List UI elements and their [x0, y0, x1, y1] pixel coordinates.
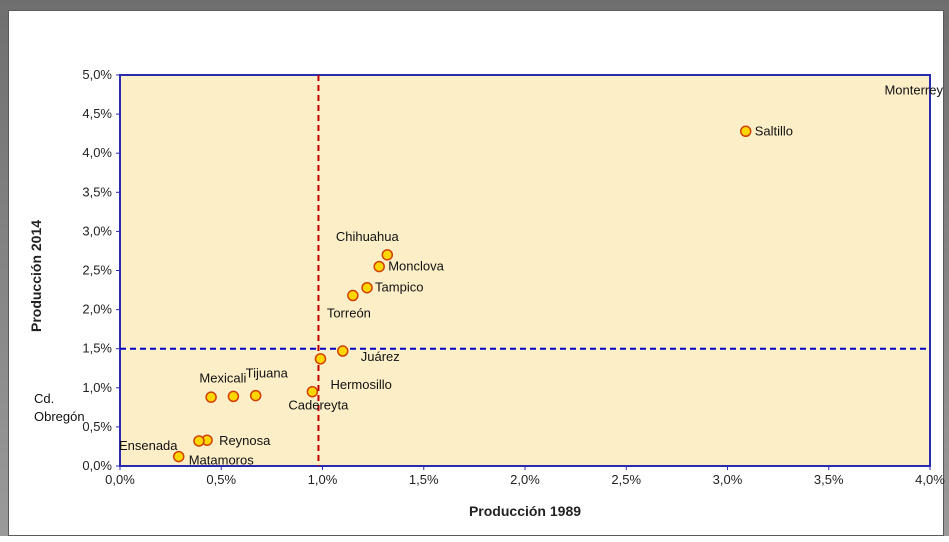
data-points	[172, 125, 752, 463]
y-tick-label: 4,0%	[82, 145, 112, 160]
plot-area	[119, 74, 931, 467]
scatter-point	[739, 125, 752, 138]
x-tick-label: 3,0%	[713, 472, 743, 487]
y-tick-label: 4,5%	[82, 106, 112, 121]
y-axis-label: Producción 2014	[28, 220, 44, 332]
x-tick-label: 0,0%	[105, 472, 135, 487]
scatter-chart: 0,0% 0,5% 1,0% 1,5% 2,0% 2,5% 3,0% 3,5% 4,0% 0,0…	[28, 67, 945, 519]
scatter-point	[227, 390, 240, 403]
x-tick-label: 1,5%	[409, 472, 439, 487]
y-tick-label: 3,0%	[82, 223, 112, 238]
point-label: Monterrey	[884, 83, 943, 98]
x-axis-ticks: 0,0% 0,5% 1,0% 1,5% 2,0% 2,5% 3,0% 3,5% 4,0%	[105, 466, 945, 487]
scatter-point	[373, 260, 385, 273]
x-tick-label: 0,5%	[206, 472, 236, 487]
y-axis-ticks: 0,0% 0,5% 1,0% 1,5% 2,0% 2,5% 3,0% 3,5% 4,0% 4,5%…	[82, 67, 120, 473]
x-tick-label: 3,5%	[814, 472, 844, 487]
scatter-point	[361, 281, 373, 294]
scatter-point	[306, 385, 319, 398]
x-tick-label: 2,5%	[611, 472, 641, 487]
point-label: Hermosillo	[330, 377, 391, 392]
point-label: Obregón	[34, 409, 85, 424]
point-label: Tampico	[375, 280, 423, 295]
y-tick-label: 2,5%	[82, 263, 112, 278]
y-tick-label: 1,5%	[82, 341, 112, 356]
point-label: Saltillo	[755, 123, 793, 138]
scatter-point	[381, 249, 394, 261]
scatter-point	[205, 391, 217, 403]
x-tick-label: 1,0%	[308, 472, 338, 487]
y-tick-label: 1,0%	[82, 380, 112, 395]
reference-lines	[120, 75, 930, 466]
point-label: Cd.	[34, 391, 54, 406]
point-label: Ensenada	[119, 438, 178, 453]
scatter-point	[347, 289, 359, 302]
x-axis-label: Producción 1989	[469, 503, 581, 519]
scatter-point	[314, 353, 327, 365]
point-label: Matamoros	[189, 453, 255, 468]
point-label: Monclova	[388, 259, 444, 274]
y-tick-label: 2,0%	[82, 302, 112, 317]
y-tick-label: 3,5%	[82, 184, 112, 199]
y-tick-label: 0,0%	[82, 458, 112, 473]
x-tick-label: 4,0%	[915, 472, 945, 487]
scatter-point	[193, 435, 205, 447]
point-label: Reynosa	[219, 433, 271, 448]
point-label: Torreón	[327, 306, 371, 321]
scatter-point	[172, 450, 185, 463]
y-tick-label: 5,0%	[82, 67, 112, 82]
point-label: Tijuana	[246, 366, 289, 381]
x-tick-label: 2,0%	[510, 472, 540, 487]
point-label: Chihuahua	[336, 229, 400, 244]
point-label: Juárez	[361, 349, 400, 364]
scatter-point	[337, 345, 349, 357]
scatter-point	[249, 389, 262, 402]
point-label: Cadereyta	[288, 398, 349, 413]
y-tick-label: 0,5%	[82, 419, 112, 434]
point-labels: Saltillo Chihuahua Monclova Tampico Torreón J…	[34, 83, 943, 468]
point-label: Mexicali	[199, 370, 246, 385]
chart-card: 0,0% 0,5% 1,0% 1,5% 2,0% 2,5% 3,0% 3,5% 4,0% 0,0…	[8, 10, 945, 536]
